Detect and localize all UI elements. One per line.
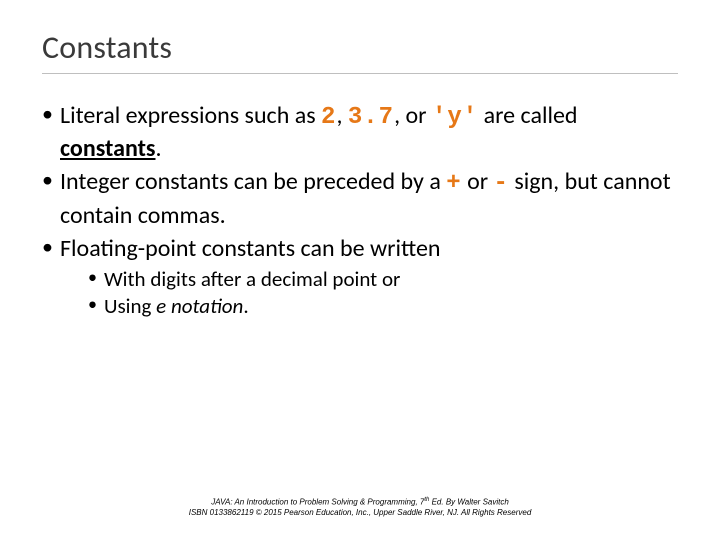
slide-title: Constants bbox=[42, 28, 678, 74]
bullet-literal-expressions: Literal expressions such as 2, 3.7, or '… bbox=[42, 100, 678, 164]
bullet-floating-point: Floating-point constants can be written … bbox=[42, 233, 678, 321]
italic-e-notation: e notation bbox=[156, 293, 243, 319]
slide-container: Constants Literal expressions such as 2,… bbox=[0, 0, 720, 540]
text-fragment: Ed. By Walter Savitch bbox=[429, 498, 508, 507]
code-literal-2: 2 bbox=[321, 104, 336, 131]
text-fragment: are called bbox=[478, 101, 577, 130]
text-fragment: Literal expressions such as bbox=[60, 101, 321, 130]
sub-bullet-decimal: With digits after a decimal point or bbox=[88, 266, 678, 293]
text-fragment: . bbox=[156, 134, 162, 163]
code-plus-sign: + bbox=[446, 170, 461, 197]
sub-bullet-e-notation: Using e notation. bbox=[88, 293, 678, 320]
code-minus-sign: - bbox=[494, 170, 509, 197]
keyword-constants: constants bbox=[60, 134, 156, 163]
footer-line-2: ISBN 0133862119 © 2015 Pearson Education… bbox=[0, 508, 720, 518]
text-fragment: , or bbox=[394, 101, 432, 130]
sub-bullet-list: With digits after a decimal point or Usi… bbox=[60, 266, 678, 321]
slide-footer: JAVA: An Introduction to Problem Solving… bbox=[0, 497, 720, 518]
code-literal-y: 'y' bbox=[432, 104, 478, 131]
text-fragment: Using bbox=[104, 293, 156, 319]
footer-line-1: JAVA: An Introduction to Problem Solving… bbox=[0, 497, 720, 508]
text-fragment: Integer constants can be preceded by a bbox=[60, 167, 446, 196]
bullet-integer-constants: Integer constants can be preceded by a +… bbox=[42, 166, 678, 230]
text-fragment: , bbox=[336, 101, 347, 130]
text-fragment: Floating-point constants can be written bbox=[60, 234, 441, 263]
code-literal-3-7: 3.7 bbox=[348, 104, 394, 131]
text-fragment: . bbox=[243, 293, 248, 319]
main-bullet-list: Literal expressions such as 2, 3.7, or '… bbox=[42, 100, 678, 321]
text-fragment: JAVA: An Introduction to Problem Solving… bbox=[211, 498, 424, 507]
text-fragment: or bbox=[462, 167, 494, 196]
